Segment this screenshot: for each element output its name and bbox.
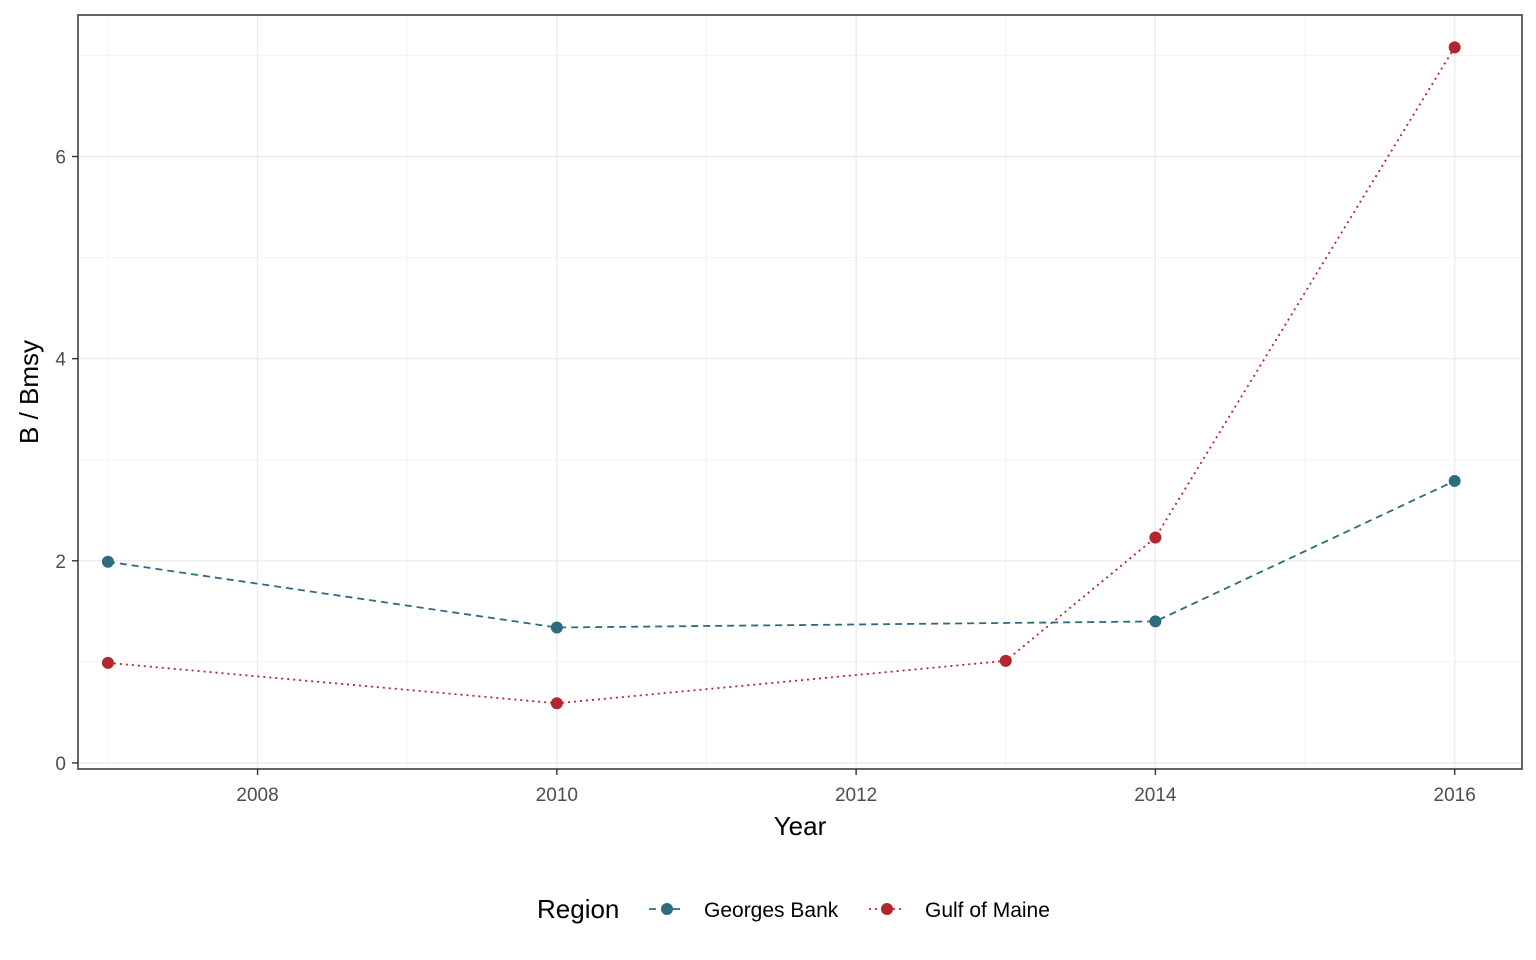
data-point bbox=[1149, 531, 1162, 544]
x-axis-title: Year bbox=[774, 811, 827, 841]
legend: Region Georges Bank Gulf of Maine bbox=[537, 894, 1050, 924]
data-point bbox=[101, 555, 114, 568]
y-tick-label: 4 bbox=[55, 350, 66, 371]
legend-label: Georges Bank bbox=[704, 899, 839, 922]
data-point bbox=[1149, 615, 1162, 628]
data-point bbox=[550, 621, 563, 634]
series-gulf-of-maine bbox=[101, 41, 1461, 710]
series-line bbox=[107, 480, 1456, 629]
legend-key-point bbox=[881, 903, 893, 915]
y-tick-label: 0 bbox=[55, 754, 66, 775]
x-tick-label: 2016 bbox=[1434, 785, 1476, 806]
y-tick-label: 6 bbox=[55, 148, 66, 169]
data-point bbox=[101, 656, 114, 669]
x-tick-label: 2014 bbox=[1134, 785, 1177, 806]
legend-item: Gulf of Maine bbox=[869, 899, 1050, 922]
x-tick-label: 2010 bbox=[536, 785, 578, 806]
legend-item: Georges Bank bbox=[649, 899, 839, 922]
grid-lines bbox=[78, 15, 1522, 769]
legend-label: Gulf of Maine bbox=[925, 899, 1050, 922]
axis-ticks: 2008 2010 2012 2014 2016 0 2 4 6 bbox=[55, 148, 1475, 806]
x-tick-label: 2008 bbox=[236, 785, 278, 806]
data-point bbox=[1448, 41, 1461, 54]
plot-border bbox=[77, 14, 1523, 770]
series-georges-bank bbox=[101, 474, 1461, 634]
plot-background bbox=[78, 15, 1522, 769]
x-tick-label: 2012 bbox=[835, 785, 877, 806]
y-tick-label: 2 bbox=[55, 552, 66, 573]
data-point bbox=[999, 654, 1012, 667]
data-point bbox=[550, 697, 563, 710]
y-axis-title: B / Bmsy bbox=[14, 340, 44, 444]
series-layer bbox=[101, 41, 1461, 710]
data-point bbox=[1448, 474, 1461, 487]
legend-title: Region bbox=[537, 894, 619, 924]
legend-key-point bbox=[661, 903, 673, 915]
